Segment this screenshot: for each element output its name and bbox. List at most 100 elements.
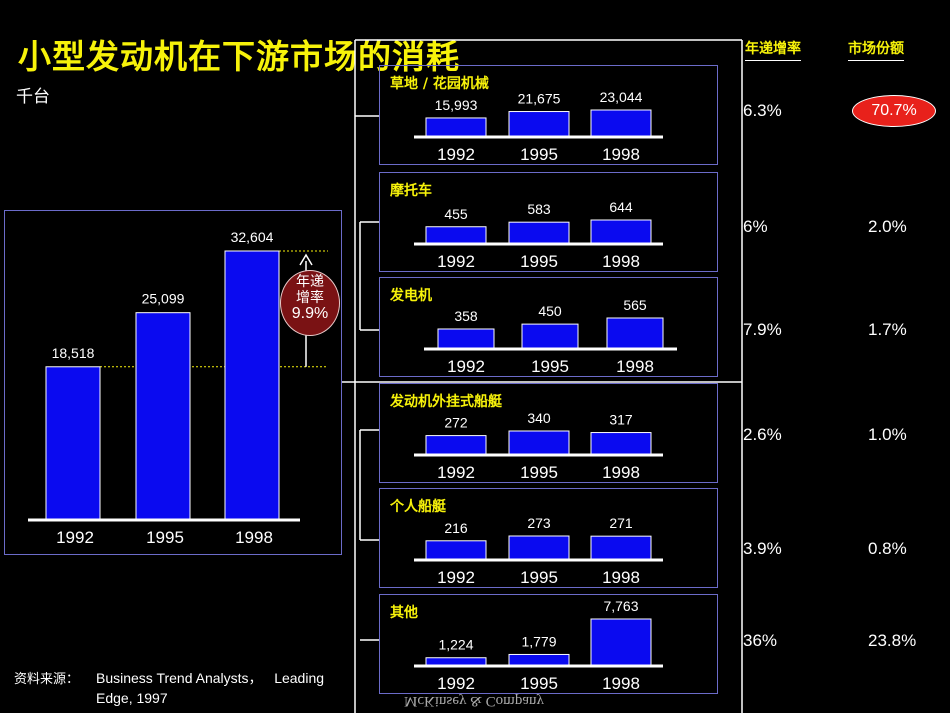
total-bar-1998 [224, 250, 280, 520]
total-chart: 18,518 1992 25,099 1995 32,604 1998 [28, 229, 328, 547]
segment-3-chart: 358 1992 450 1995 565 1998 [424, 297, 677, 376]
segment-5-share: 0.8% [868, 539, 907, 558]
segment-4-bar-1992 [425, 435, 487, 455]
segment-3-share: 1.7% [868, 320, 907, 339]
page-title: 小型发动机在下游市场的消耗 [18, 37, 460, 76]
segment-1-panel [379, 65, 718, 165]
segment-4-bar-1995 [508, 430, 570, 455]
segment-6-value-label: 1,779 [521, 633, 556, 649]
segment-4-value-label: 317 [609, 412, 633, 428]
segment-6-panel [379, 594, 718, 694]
segment-3-value-label: 450 [538, 303, 562, 319]
segment-1-category-label: 1992 [437, 145, 475, 164]
segment-2-share: 2.0% [868, 217, 907, 236]
segment-4-panel [379, 383, 718, 483]
segment-6-category-label: 1992 [437, 674, 475, 693]
segment-1-value-label: 23,044 [600, 89, 643, 105]
segment-1-value-label: 15,993 [435, 97, 478, 113]
total-category-label: 1995 [146, 528, 184, 547]
segment-2-category-label: 1992 [437, 252, 475, 271]
segment-1-growth: 6.3% [743, 101, 782, 120]
segment-4-category-label: 1995 [520, 463, 558, 482]
source-line-1: Business Trend Analysts， Leading [96, 670, 325, 686]
segment-1-title: 草地 / 花园机械 [390, 76, 489, 92]
segment-2-value-label: 583 [527, 201, 551, 217]
total-panel [4, 210, 342, 555]
segment-4-title: 发动机外挂式船艇 [390, 394, 502, 410]
segment-3-title: 发电机 [390, 288, 432, 304]
segment-4-chart: 272 1992 340 1995 317 1998 [414, 410, 663, 482]
segment-5-category-label: 1995 [520, 568, 558, 587]
segment-4-value-label: 340 [527, 410, 551, 426]
segment-4-share: 1.0% [868, 425, 907, 444]
segment-3-category-label: 1995 [531, 357, 569, 376]
segment-4-growth: 2.6% [743, 425, 782, 444]
segment-3-category-label: 1998 [616, 357, 654, 376]
segment-3-value-label: 565 [623, 297, 647, 313]
segment-6-bar-1998 [590, 618, 652, 666]
segment-2-growth: 6% [743, 217, 768, 236]
growth-arrow-head [299, 253, 313, 266]
segment-5-growth: 3.9% [743, 539, 782, 558]
share-header: 市场份额 [848, 38, 904, 61]
segment-5-value-label: 271 [609, 515, 633, 531]
company-logo: McKinsey & Company [404, 693, 544, 709]
segment-1-category-label: 1995 [520, 145, 558, 164]
growth-circle-value: 9.9% [291, 305, 329, 322]
segment-3-bar-1998 [606, 317, 664, 349]
segment-4-category-label: 1992 [437, 463, 475, 482]
segment-2-bar-1992 [425, 226, 487, 244]
segment-6-share: 23.8% [868, 631, 917, 650]
segment-1-category-label: 1998 [602, 145, 640, 164]
segment-1-value-label: 21,675 [518, 91, 561, 107]
segment-6-bar-1995 [508, 653, 570, 666]
unit-label: 千台 [16, 87, 50, 107]
total-bar-1992 [45, 366, 101, 520]
segment-2-value-label: 644 [609, 199, 633, 215]
segment-6-title: 其他 [390, 605, 418, 621]
total-value-label: 32,604 [231, 229, 274, 245]
segment-2-category-label: 1995 [520, 252, 558, 271]
segment-4-category-label: 1998 [602, 463, 640, 482]
segment-2-title: 摩托车 [390, 183, 432, 199]
total-bar-1995 [135, 312, 191, 520]
segment-3-growth: 7.9% [743, 320, 782, 339]
total-category-label: 1992 [56, 528, 94, 547]
segment-6-category-label: 1995 [520, 674, 558, 693]
segment-3-bar-1992 [437, 328, 495, 349]
segment-5-bar-1995 [508, 535, 570, 560]
segment-2-value-label: 455 [444, 206, 468, 222]
segment-5-value-label: 216 [444, 520, 468, 536]
segment-1-chart: 15,993 1992 21,675 1995 23,044 1998 [414, 89, 663, 164]
segment-2-bar-1998 [590, 219, 652, 244]
segment-2-panel [379, 172, 718, 272]
segment-5-category-label: 1992 [437, 568, 475, 587]
segment-6-value-label: 7,763 [603, 598, 638, 614]
segment-2-bar-1995 [508, 221, 570, 244]
growth-circle: 年递 增率 9.9% [280, 270, 340, 336]
source-text: Business Trend Analysts， Leading Edge, 1… [96, 668, 324, 708]
growth-circle-label: 年递 增率 [296, 274, 324, 306]
segment-5-category-label: 1998 [602, 568, 640, 587]
segment-3-value-label: 358 [454, 308, 478, 324]
total-value-label: 25,099 [142, 291, 185, 307]
segment-6-chart: 1,224 1992 1,779 1995 7,763 1998 [414, 598, 663, 693]
source-label: 资料来源： [14, 672, 80, 687]
total-category-label: 1998 [235, 528, 273, 547]
segment-6-value-label: 1,224 [438, 637, 473, 653]
segment-5-title: 个人船艇 [390, 499, 446, 515]
total-value-label: 18,518 [52, 345, 95, 361]
share-badge: 70.7% [852, 95, 936, 127]
segment-1-bar-1995 [508, 111, 570, 137]
segment-2-chart: 455 1992 583 1995 644 1998 [414, 199, 663, 271]
segment-5-bar-1998 [590, 535, 652, 560]
segment-6-bar-1992 [425, 657, 487, 666]
segment-3-category-label: 1992 [447, 357, 485, 376]
segment-3-bar-1995 [521, 323, 579, 349]
source-line-2: Edge, 1997 [96, 690, 168, 706]
segment-5-value-label: 273 [527, 515, 551, 531]
segment-6-category-label: 1998 [602, 674, 640, 693]
segment-4-bar-1998 [590, 432, 652, 455]
segment-1-bar-1998 [590, 109, 652, 137]
